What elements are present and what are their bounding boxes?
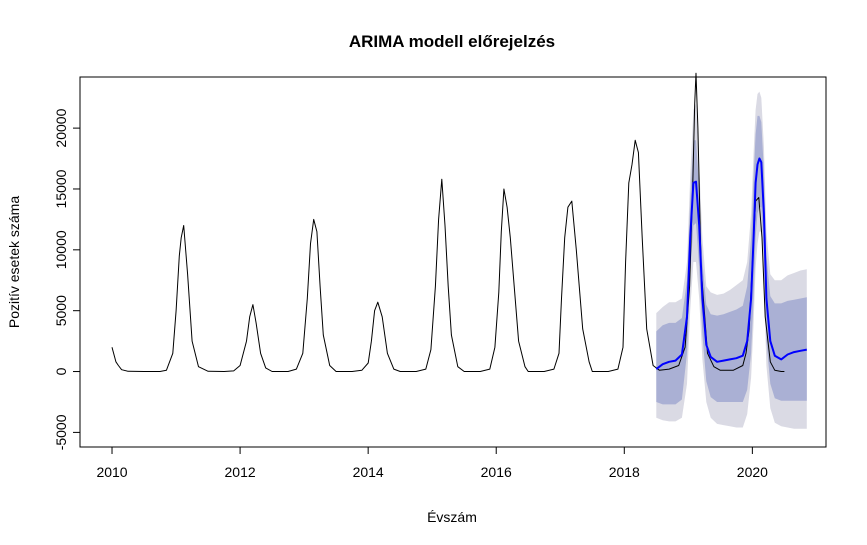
x-tick-label: 2018 — [609, 464, 640, 480]
y-tick-label: 0 — [53, 367, 69, 375]
y-axis: -5000 0 5000 10000 15000 20000 — [53, 108, 81, 450]
x-tick-label: 2010 — [96, 464, 127, 480]
series-lines — [111, 72, 807, 372]
forecast-line — [655, 157, 807, 370]
chart-title: ARIMA modell előrejelzés — [349, 32, 555, 51]
x-axis: 2010 2012 2014 2016 2018 2020 — [96, 446, 768, 480]
y-axis-label: Pozitív esetek száma — [6, 196, 22, 328]
observed-line — [111, 72, 785, 372]
y-tick-label: 20000 — [53, 108, 69, 147]
y-tick-label: 15000 — [53, 169, 69, 208]
forecast-bands — [656, 91, 807, 429]
band80-area — [656, 115, 807, 405]
x-tick-label: 2014 — [353, 464, 384, 480]
x-tick-label: 2012 — [225, 464, 256, 480]
y-tick-label: -5000 — [53, 414, 69, 450]
x-tick-label: 2020 — [737, 464, 768, 480]
x-axis-label: Évszám — [427, 509, 477, 525]
x-tick-label: 2016 — [481, 464, 512, 480]
y-tick-label: 5000 — [53, 295, 69, 326]
y-tick-label: 10000 — [53, 230, 69, 269]
